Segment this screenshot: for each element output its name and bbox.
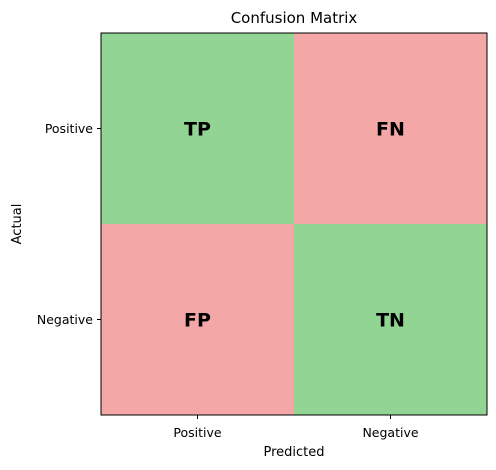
cell-label-tn: TN bbox=[376, 310, 405, 332]
x-tick-label-positive: Positive bbox=[173, 425, 221, 440]
x-tick-label-negative: Negative bbox=[362, 425, 418, 440]
cell-label-tp: TP bbox=[184, 119, 211, 141]
x-axis-label: Predicted bbox=[263, 445, 324, 460]
chart-title: Confusion Matrix bbox=[231, 9, 358, 27]
cell-fp bbox=[101, 224, 294, 415]
matrix-cells: TP FN FP TN bbox=[101, 33, 487, 415]
cell-label-fn: FN bbox=[376, 119, 405, 141]
y-tick-label-positive: Positive bbox=[45, 121, 93, 136]
cell-tp bbox=[101, 33, 294, 224]
cell-fn bbox=[294, 33, 487, 224]
axis-ticks: Positive Negative Positive Negative bbox=[37, 121, 419, 440]
y-tick-label-negative: Negative bbox=[37, 312, 93, 327]
y-axis-label: Actual bbox=[10, 204, 25, 245]
plot-frame bbox=[100, 32, 488, 416]
cell-tn bbox=[294, 224, 487, 415]
cell-label-fp: FP bbox=[184, 310, 211, 332]
